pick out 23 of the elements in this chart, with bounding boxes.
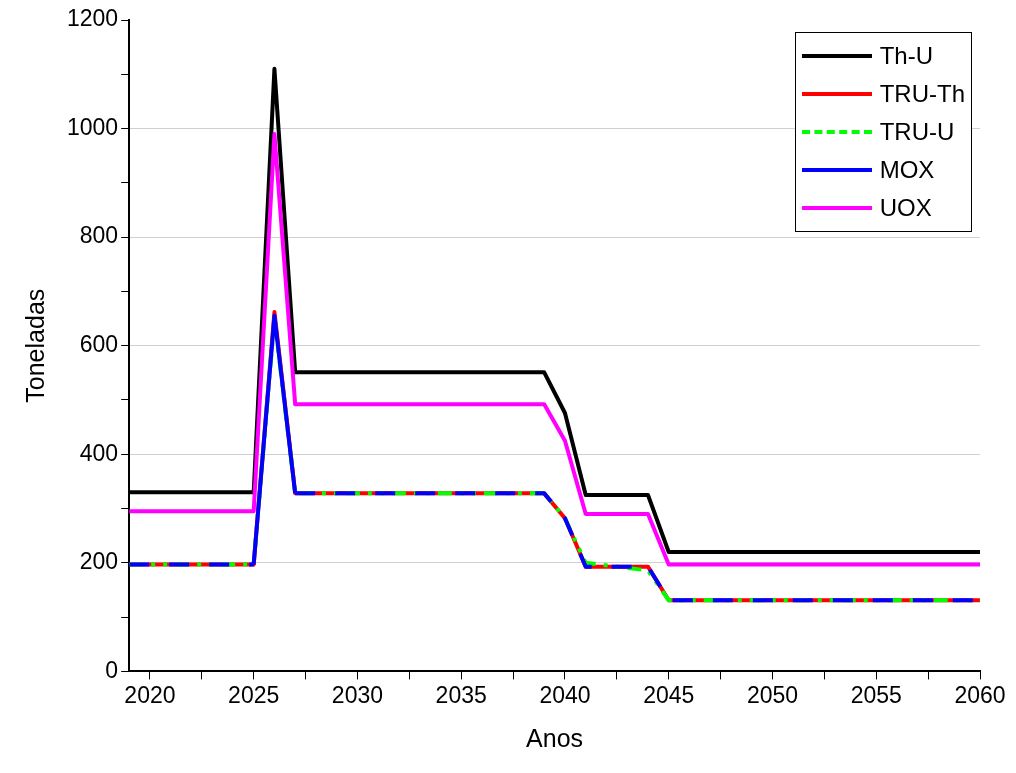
legend-label: TRU-Th xyxy=(879,80,965,108)
x-tick-label: 2025 xyxy=(228,681,280,708)
x-tick-label: 2020 xyxy=(124,681,176,708)
y-tick-label: 1200 xyxy=(66,5,119,32)
x-tick-label: 2035 xyxy=(435,681,487,708)
legend-label: MOX xyxy=(879,156,935,184)
x-tick-label: 2040 xyxy=(539,681,591,708)
x-tick-label: 2055 xyxy=(850,681,902,708)
x-tick-label: 2045 xyxy=(643,681,695,708)
legend-label: TRU-U xyxy=(879,118,955,146)
legend-label: Th-U xyxy=(879,42,934,70)
x-axis-title: Anos xyxy=(526,723,584,752)
x-tick-label: 2030 xyxy=(331,681,384,708)
y-tick-label: 800 xyxy=(79,222,119,249)
x-tick-label: 2060 xyxy=(954,681,1006,708)
x-tick-label: 2050 xyxy=(746,681,799,708)
y-tick-label: 600 xyxy=(79,331,119,358)
y-tick-label: 1000 xyxy=(66,113,119,140)
y-tick-label: 200 xyxy=(79,548,119,575)
y-tick-label: 0 xyxy=(105,656,119,683)
legend-label: UOX xyxy=(879,194,932,222)
y-tick-label: 400 xyxy=(79,439,119,466)
y-axis-title: Toneladas xyxy=(20,288,49,403)
